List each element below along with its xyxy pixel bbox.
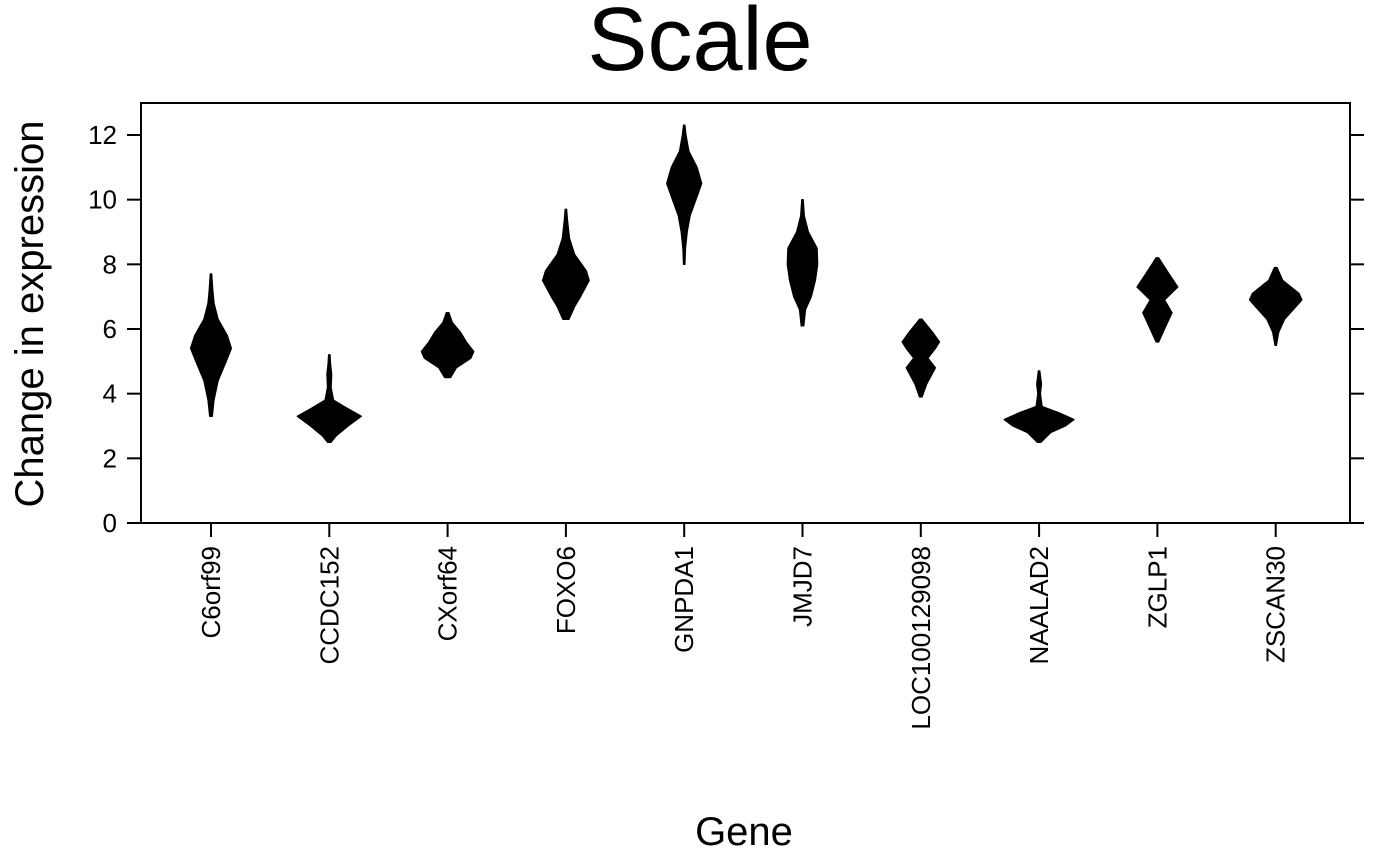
y-tick-label: 6 [103,314,117,344]
x-tick-label: C6orf99 [196,546,226,639]
y-tick-label: 4 [103,379,117,409]
x-tick-label: CCDC152 [314,546,344,665]
x-tick-label: GNPDA1 [669,546,699,653]
violin-zscan30 [1248,266,1303,346]
y-tick-label: 8 [103,249,117,279]
x-axis: C6orf99 CCDC152 CXorf64 FOXO6 GNPDA1 JMJD7 LOC… [196,523,1291,730]
y-axis: 0 2 4 6 8 10 12 [88,120,1364,538]
x-tick-label: NAALAD2 [1024,546,1054,665]
x-axis-label: Gene [695,810,793,854]
x-tick-label: FOXO6 [551,546,581,634]
chart-title: Scale [587,0,812,90]
violin-c6orf99 [189,273,233,418]
x-tick-label: CXorf64 [433,546,463,641]
y-tick-label: 10 [88,185,117,215]
violin-loc100129098 [901,318,941,398]
violin-naalad2 [1003,370,1075,443]
x-tick-label: JMJD7 [788,546,818,627]
violin-gnpda1 [666,124,703,266]
y-axis-label: Change in expression [8,121,52,508]
x-tick-label: ZGLP1 [1142,546,1172,628]
x-tick-label: ZSCAN30 [1261,546,1291,663]
violin-ccdc152 [296,354,362,443]
violins [189,124,1303,443]
x-tick-label: LOC100129098 [906,546,936,730]
violin-cxorf64 [420,312,475,379]
y-tick-label: 2 [103,443,117,473]
y-tick-label: 12 [88,120,117,150]
violin-foxo6 [541,208,590,321]
violin-jmjd7 [786,198,819,327]
violin-zglp1 [1136,257,1179,343]
plot-frame [140,102,1351,524]
y-tick-label: 0 [103,508,117,538]
